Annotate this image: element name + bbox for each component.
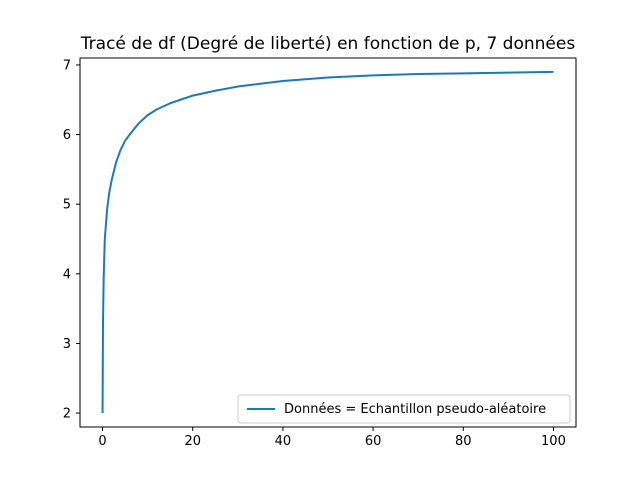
- axes: 0 20 40 60 80 100 2 3 4 5 6 7: [63, 57, 577, 449]
- x-tick-label: 100: [541, 434, 566, 449]
- y-tick-label: 4: [63, 267, 71, 282]
- x-tick-label: 60: [365, 434, 382, 449]
- y-tick-label: 3: [63, 337, 71, 352]
- plot-area: [101, 70, 554, 414]
- x-tick-label: 80: [455, 434, 472, 449]
- series-line-0: [101, 70, 554, 414]
- legend-box: [237, 394, 571, 424]
- y-tick-label: 2: [63, 407, 71, 422]
- y-tick-label: 6: [63, 128, 71, 143]
- x-tick-label: 0: [98, 434, 106, 449]
- y-tick-label: 7: [63, 58, 71, 73]
- legend-label: Données = Echantillon pseudo-aléatoire: [284, 402, 546, 417]
- y-tick-label: 5: [63, 198, 71, 213]
- chart-title: Tracé de df (Degré de liberté) en foncti…: [80, 34, 576, 54]
- legend: Données = Echantillon pseudo-aléatoire: [237, 394, 571, 424]
- x-tick-label: 40: [275, 434, 292, 449]
- axes-frame: [79, 57, 577, 428]
- x-tick-label: 20: [184, 434, 201, 449]
